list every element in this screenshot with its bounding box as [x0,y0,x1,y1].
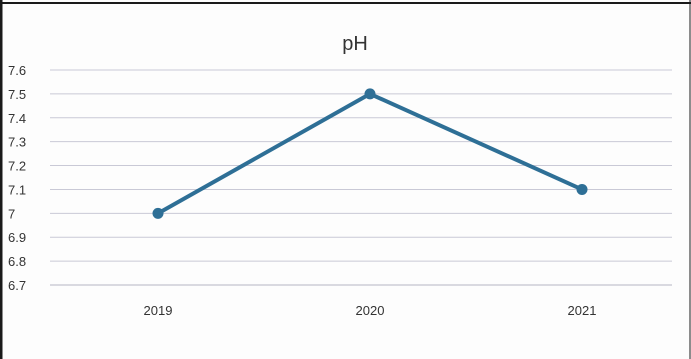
data-point [576,183,588,195]
data-point [364,88,376,100]
y-tick-label: 7.2 [8,159,26,174]
y-tick-label: 7.1 [8,182,26,197]
x-tick-label: 2021 [568,303,597,318]
series-line [157,91,583,216]
y-tick-label: 7.5 [8,87,26,102]
y-tick-label: 6.9 [8,230,26,245]
x-axis-tick-labels: 2019 2020 2021 [144,303,597,318]
y-tick-label: 7.4 [8,111,26,126]
y-tick-label: 6.7 [8,278,26,293]
y-tick-label: 7.6 [8,63,26,78]
y-tick-label: 7.3 [8,135,26,150]
x-tick-label: 2020 [356,303,385,318]
series-ph [152,88,588,219]
chart-title: pH [342,33,368,55]
y-tick-label: 6.8 [8,254,26,269]
y-axis-tick-labels: 6.7 6.8 6.9 7 7.1 7.2 7.3 7.4 7.5 7.6 [8,63,26,293]
x-tick-label: 2019 [144,303,173,318]
y-tick-label: 7 [8,206,15,221]
data-point [152,207,164,219]
gridlines [50,69,672,286]
